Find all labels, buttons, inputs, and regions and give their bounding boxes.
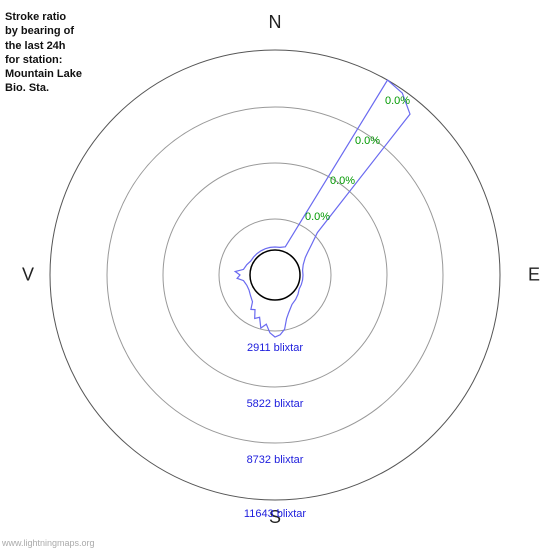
polar-chart-container: Stroke ratio by bearing of the last 24h … xyxy=(0,0,550,550)
ring-label: 11643 blixtar xyxy=(244,508,306,520)
percent-label: 0.0% xyxy=(385,95,410,107)
ring xyxy=(219,219,331,331)
footer-credit: www.lightningmaps.org xyxy=(2,538,95,548)
ring xyxy=(107,107,443,443)
compass-v: V xyxy=(22,265,34,286)
compass-n: N xyxy=(269,12,282,33)
ring xyxy=(50,50,500,500)
percent-label: 0.0% xyxy=(305,211,330,223)
compass-e: E xyxy=(528,265,540,286)
ring-label: 8732 blixtar xyxy=(247,454,304,466)
ring-label: 5822 blixtar xyxy=(247,398,304,410)
percent-label: 0.0% xyxy=(355,135,380,147)
ring-label: 2911 blixtar xyxy=(247,342,303,354)
inner-circle xyxy=(250,250,300,300)
chart-title: Stroke ratio by bearing of the last 24h … xyxy=(5,10,82,96)
percent-label: 0.0% xyxy=(330,175,355,187)
rings-group xyxy=(50,50,500,500)
rose-path xyxy=(235,80,410,337)
chart-svg xyxy=(0,0,550,550)
